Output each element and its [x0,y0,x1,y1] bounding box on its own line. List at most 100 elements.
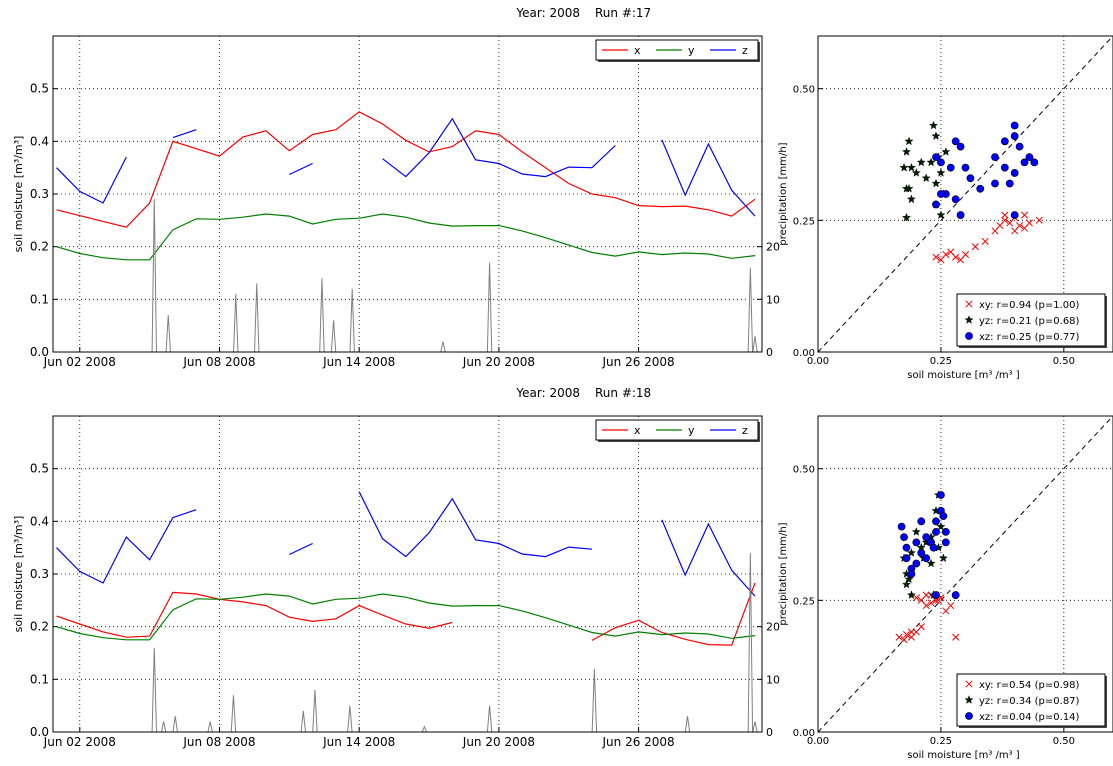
y-right-tick-label: 20 [766,621,780,634]
x-tick-label: Jun 02 2008 [43,735,116,749]
x-tick-label: Jun 08 2008 [182,735,255,749]
scatter-point-x [1001,216,1009,224]
scatter-chart-1: 0.00 0.25 0.50 0.00 0.25 0.50 soil moisture [m… [778,35,1113,381]
scatter-point-circle [1010,211,1019,219]
precipitation-spike [151,199,157,353]
scatter-point-circle [939,512,948,520]
precipitation-spike [160,721,167,733]
y-right-tick-label: 10 [766,293,780,306]
scatter-point-circle [932,200,940,209]
y-right-tick-label: 0 [766,346,773,359]
scatter-point-star [964,315,974,324]
precipitation-spike [300,710,307,733]
legend-label-x: x [634,44,641,57]
scatter-point-circle [937,158,945,167]
scatter-point-x [1001,211,1009,219]
y-tick-label: 0.5 [30,82,49,96]
legend-label-y: y [688,44,695,57]
plot-frame [817,35,1113,353]
scatter-point-x [1020,211,1029,219]
precipitation-spike [486,262,493,353]
legend-label: yz: r=0.34 (p=0.87) [979,696,1080,707]
plot-frame [52,35,763,353]
scatter-point-star [911,168,921,177]
scatter-point-circle [900,533,908,542]
panel-2-title-run: Run #:18 [595,386,651,400]
scatter-point-x [912,594,920,602]
scatter-point-circle [1030,158,1039,167]
precipitation-spike [172,716,178,733]
series-line-z [661,519,756,597]
series-line-y [56,593,756,641]
series-line-x [591,582,756,646]
scatter-point-x [927,599,935,607]
scatter-point-circle [991,153,999,162]
x-tick-label: 0.25 [930,356,952,367]
x-tick-label: Jun 14 2008 [322,735,395,749]
scatter-point-star [926,157,936,167]
y-tick-label: 0.25 [793,596,815,607]
legend: x y z [595,419,760,442]
scatter-point-x [981,237,989,245]
scatter-point-circle [951,195,960,204]
scatter-point-circle [956,211,965,219]
scatter-point-circle [956,142,965,151]
scatter-point-circle [1020,158,1029,167]
scatter-point-circle [902,554,911,563]
x-tick-label: 0.25 [930,736,952,747]
plot-frame [817,415,1113,733]
legend-box [956,293,1106,347]
panel-1-title-run: Run #:17 [595,6,651,20]
scatter-point-circle [951,591,960,599]
scatter-point-circle [912,538,921,547]
timeseries-chart-1: Jun 02 2008 Jun 08 2008 Jun 14 2008 Jun 20 … [12,35,780,369]
scatter-point-star [916,157,926,167]
scatter-point-circle [1005,179,1014,188]
scatter-point-star [901,212,912,222]
legend-label-y: y [688,424,695,437]
y-tick-label: 0.2 [30,620,49,634]
scatter-point-x [907,628,915,636]
y-tick-label: 0.1 [30,292,49,306]
scatter-point-star [906,548,916,557]
scatter-point-circle [1010,121,1019,130]
y-axis-label: precipitation [mm/h] [778,522,789,625]
scatter-point-circle [932,517,940,526]
scatter-point-circle [929,543,938,552]
scatter-point-circle [1025,153,1034,162]
scatter-point-x [900,636,908,644]
scatter-point-star [904,136,914,146]
scatter-point-x [917,623,925,631]
y-tick-label: 0.3 [30,187,49,201]
precipitation-spike [319,278,325,353]
scatter-point-circle [966,174,975,183]
y-tick-label: 0.50 [793,465,815,476]
scatter-point-star [936,521,946,531]
precipitation-spike [254,283,260,353]
scatter-point-circle [917,549,926,557]
x-tick-label: Jun 08 2008 [182,355,255,369]
series-line-z [172,129,197,139]
y-right-tick-label: 20 [766,241,780,254]
y-tick-label: 0.3 [30,567,49,581]
scatter-point-x [952,633,960,641]
y-right-tick-label: 10 [766,673,780,686]
scatter-point-star [941,147,951,156]
scatter-point-circle [941,527,950,536]
scatter-point-star [906,194,916,204]
precipitation-spike [421,725,428,733]
precipitation-spike [486,705,493,733]
y-tick-label: 0.1 [30,672,49,686]
y-right-tick-label: 0 [766,726,773,739]
scatter-point-x [1035,216,1043,224]
series-line-z [56,509,197,584]
identity-line [817,415,1113,733]
y-tick-label: 0.4 [30,134,49,148]
x-tick-label: Jun 20 2008 [462,355,535,369]
legend-box [956,673,1106,727]
x-tick-label: Jun 26 2008 [602,355,675,369]
x-tick-label: 0.00 [807,736,829,747]
legend-label: xz: r=0.25 (p=0.77) [979,332,1080,343]
legend: x y z [595,39,760,62]
legend-label-z: z [742,424,748,437]
